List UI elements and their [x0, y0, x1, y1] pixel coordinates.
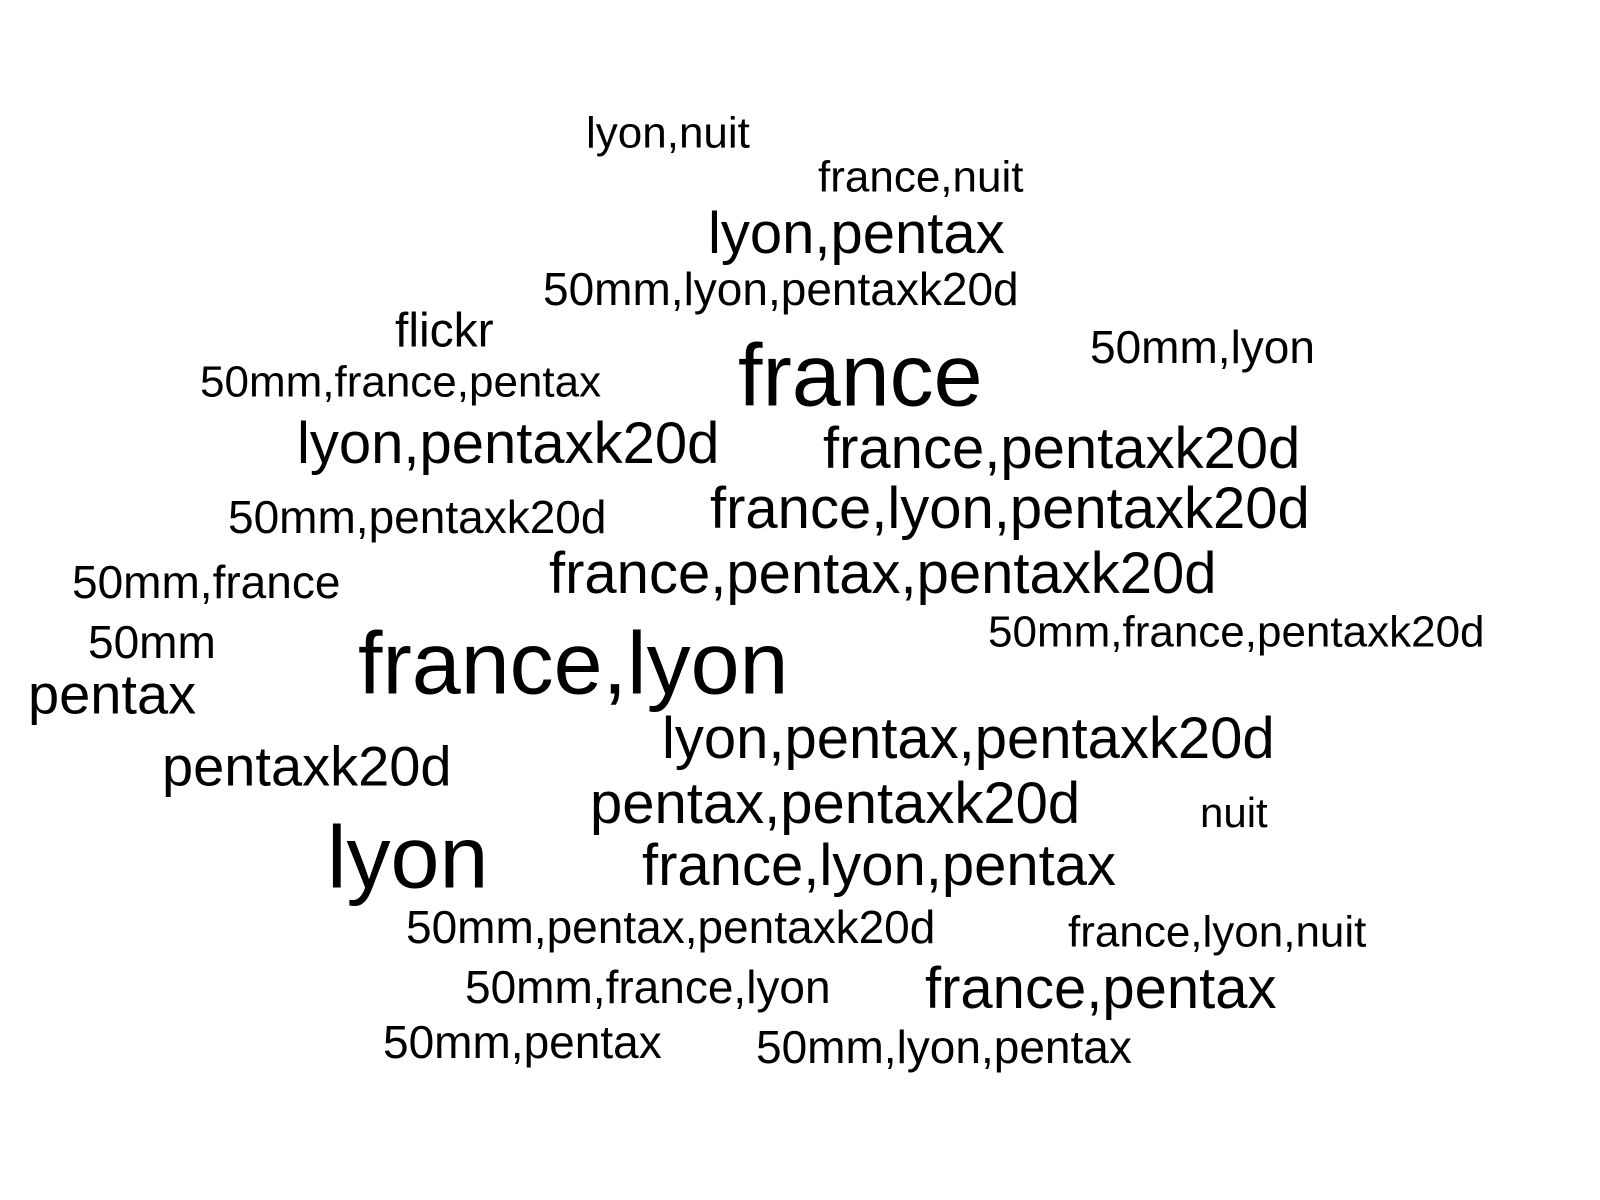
word-cloud-term: france,pentaxk20d — [823, 415, 1301, 481]
word-cloud-term: lyon — [327, 807, 489, 907]
word-cloud-term: lyon,pentaxk20d — [297, 410, 720, 476]
word-cloud-term: france,lyon — [358, 613, 789, 713]
word-cloud-term: pentax — [28, 662, 197, 726]
word-cloud-term: 50mm,lyon,pentaxk20d — [543, 263, 1019, 316]
word-cloud-term: 50mm,lyon,pentax — [756, 1021, 1132, 1074]
word-cloud-term: 50mm,france,pentaxk20d — [988, 607, 1485, 657]
word-cloud-term: france,lyon,nuit — [1068, 907, 1367, 957]
word-cloud-term: france,pentax — [925, 955, 1277, 1021]
word-cloud-term: france,lyon,pentaxk20d — [710, 475, 1310, 541]
word-cloud-term: nuit — [1200, 789, 1268, 837]
word-cloud-term: france,pentax,pentaxk20d — [549, 540, 1217, 606]
word-cloud-term: flickr — [395, 304, 494, 358]
word-cloud-term: lyon,pentax — [708, 200, 1005, 266]
word-cloud-term: 50mm — [88, 616, 216, 669]
word-cloud-term: 50mm,france,lyon — [465, 961, 831, 1014]
word-cloud-term: france,lyon,pentax — [642, 832, 1116, 898]
word-cloud-term: 50mm,france,pentax — [200, 357, 602, 407]
word-cloud-term: pentaxk20d — [162, 734, 452, 798]
word-cloud-term: pentax,pentaxk20d — [590, 770, 1081, 836]
word-cloud-term: france — [738, 325, 983, 425]
word-cloud-term: 50mm,pentax,pentaxk20d — [406, 901, 936, 954]
word-cloud-term: 50mm,lyon — [1090, 321, 1315, 374]
word-cloud-term: lyon,pentax,pentaxk20d — [662, 705, 1275, 771]
word-cloud-term: 50mm,pentaxk20d — [228, 491, 607, 544]
word-cloud-term: 50mm,pentax — [383, 1016, 662, 1069]
word-cloud-term: france,nuit — [818, 152, 1024, 202]
word-cloud-term: lyon,nuit — [586, 108, 750, 158]
word-cloud-term: 50mm,france — [72, 556, 341, 609]
